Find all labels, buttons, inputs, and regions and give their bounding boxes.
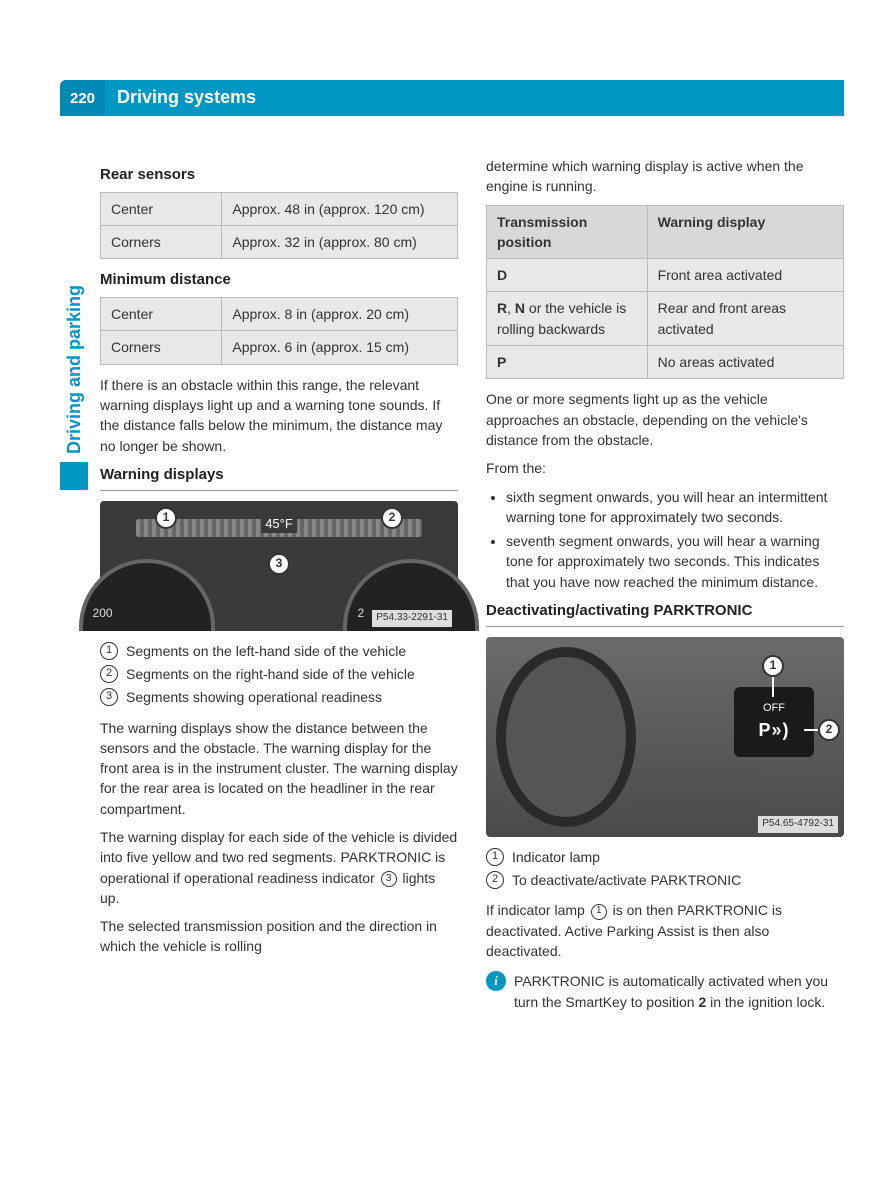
table-row: Corners Approx. 32 in (approx. 80 cm) xyxy=(101,226,458,259)
list-item: seventh segment onwards, you will hear a… xyxy=(506,531,844,592)
side-tab-square-icon xyxy=(60,462,88,490)
callout-2-icon: 2 xyxy=(381,507,403,529)
figure-reference: P54.33-2291-31 xyxy=(372,610,452,627)
callout-line-icon xyxy=(772,677,774,697)
cell-value: Approx. 32 in (approx. 80 cm) xyxy=(222,226,458,259)
warning-display-figure: 200 2 45°F 1 2 3 P54.33-2291-31 xyxy=(100,501,458,631)
body-text: The warning display for each side of the… xyxy=(100,827,458,908)
body-text: The selected transmission position and t… xyxy=(100,916,458,957)
cell-value: Front area activated xyxy=(647,259,843,292)
right-column: determine which warning display is activ… xyxy=(486,156,844,1022)
inline-callout-1-icon: 1 xyxy=(591,904,607,920)
rear-sensors-table: Center Approx. 48 in (approx. 120 cm) Co… xyxy=(100,192,458,260)
min-distance-heading: Minimum distance xyxy=(100,269,458,291)
legend-item: 1 Indicator lamp xyxy=(486,847,844,867)
section-side-tab: Driving and parking xyxy=(60,285,88,490)
legend-text: Segments on the right-hand side of the v… xyxy=(126,664,415,684)
legend-text: Segments showing operational readiness xyxy=(126,687,382,707)
info-icon: i xyxy=(486,971,506,991)
table-row: Center Approx. 48 in (approx. 120 cm) xyxy=(101,192,458,225)
legend-item: 2 Segments on the right-hand side of the … xyxy=(100,664,458,684)
legend-item: 2 To deactivate/activate PARKTRONIC xyxy=(486,870,844,890)
legend-number-icon: 1 xyxy=(100,642,118,660)
cell-value: Approx. 48 in (approx. 120 cm) xyxy=(222,192,458,225)
col-header: Transmission position xyxy=(487,205,648,259)
cell-value: Rear and front areas activated xyxy=(647,292,843,346)
cell-label: Corners xyxy=(101,331,222,364)
table-row: Center Approx. 8 in (approx. 20 cm) xyxy=(101,298,458,331)
left-column: Rear sensors Center Approx. 48 in (appro… xyxy=(100,156,458,1022)
parktronic-button-figure: OFF P») 1 2 P54.65-4792-31 xyxy=(486,637,844,837)
info-text: PARKTRONIC is automatically activated wh… xyxy=(514,971,844,1012)
inline-callout-3-icon: 3 xyxy=(381,871,397,887)
transmission-table: Transmission position Warning display D … xyxy=(486,205,844,380)
temperature-readout: 45°F xyxy=(261,515,297,534)
legend-number-icon: 3 xyxy=(100,688,118,706)
info-note: i PARKTRONIC is automatically activated … xyxy=(486,971,844,1012)
legend-text: To deactivate/activate PARKTRONIC xyxy=(512,870,741,890)
table-row: D Front area activated xyxy=(487,259,844,292)
legend-item: 1 Segments on the left-hand side of the v… xyxy=(100,641,458,661)
callout-3-icon: 3 xyxy=(268,553,290,575)
body-text: determine which warning display is activ… xyxy=(486,156,844,197)
callout-line-icon xyxy=(804,729,818,731)
callout-1-icon: 1 xyxy=(155,507,177,529)
cell-value: Approx. 8 in (approx. 20 cm) xyxy=(222,298,458,331)
legend-text: Indicator lamp xyxy=(512,847,600,867)
off-label: OFF xyxy=(763,701,785,717)
body-text: If there is an obstacle within this rang… xyxy=(100,375,458,456)
legend-text: Segments on the left-hand side of the ve… xyxy=(126,641,406,661)
legend-number-icon: 2 xyxy=(100,665,118,683)
legend-number-icon: 2 xyxy=(486,871,504,889)
body-text: From the: xyxy=(486,458,844,478)
rear-sensors-heading: Rear sensors xyxy=(100,164,458,186)
callout-1-icon: 1 xyxy=(762,655,784,677)
p-symbol-icon: P») xyxy=(758,717,789,743)
table-row: R, N or the vehicle is rolling backwards… xyxy=(487,292,844,346)
callout-2-icon: 2 xyxy=(818,719,840,741)
page-number: 220 xyxy=(60,80,105,116)
table-row: Corners Approx. 6 in (approx. 15 cm) xyxy=(101,331,458,364)
figure-legend: 1 Indicator lamp 2 To deactivate/activate … xyxy=(486,847,844,891)
table-row: P No areas activated xyxy=(487,346,844,379)
figure-reference: P54.65-4792-31 xyxy=(758,816,838,833)
steering-wheel-icon xyxy=(496,647,636,827)
body-text: The warning displays show the distance b… xyxy=(100,718,458,819)
cell-label: Center xyxy=(101,192,222,225)
cell-label: P xyxy=(487,346,648,379)
warning-displays-heading: Warning displays xyxy=(100,464,458,491)
cell-label: R, N or the vehicle is rolling backwards xyxy=(487,292,648,346)
cell-label: D xyxy=(487,259,648,292)
parktronic-button-icon: OFF P») xyxy=(734,687,814,757)
legend-number-icon: 1 xyxy=(486,848,504,866)
figure-legend: 1 Segments on the left-hand side of the v… xyxy=(100,641,458,708)
body-text: If indicator lamp 1 is on then PARKTRONI… xyxy=(486,900,844,961)
legend-item: 3 Segments showing operational readiness xyxy=(100,687,458,707)
deactivating-heading: Deactivating/activating PARKTRONIC xyxy=(486,600,844,627)
gauge-left-icon: 200 xyxy=(79,559,215,631)
page-header: 220 Driving systems xyxy=(60,80,844,116)
side-tab-label: Driving and parking xyxy=(61,285,87,454)
cell-label: Center xyxy=(101,298,222,331)
table-header-row: Transmission position Warning display xyxy=(487,205,844,259)
list-item: sixth segment onwards, you will hear an … xyxy=(506,487,844,528)
cell-value: Approx. 6 in (approx. 15 cm) xyxy=(222,331,458,364)
cell-label: Corners xyxy=(101,226,222,259)
col-header: Warning display xyxy=(647,205,843,259)
bullet-list: sixth segment onwards, you will hear an … xyxy=(486,487,844,592)
body-text: One or more segments light up as the veh… xyxy=(486,389,844,450)
header-title: Driving systems xyxy=(105,80,844,116)
cell-value: No areas activated xyxy=(647,346,843,379)
min-distance-table: Center Approx. 8 in (approx. 20 cm) Corn… xyxy=(100,297,458,365)
